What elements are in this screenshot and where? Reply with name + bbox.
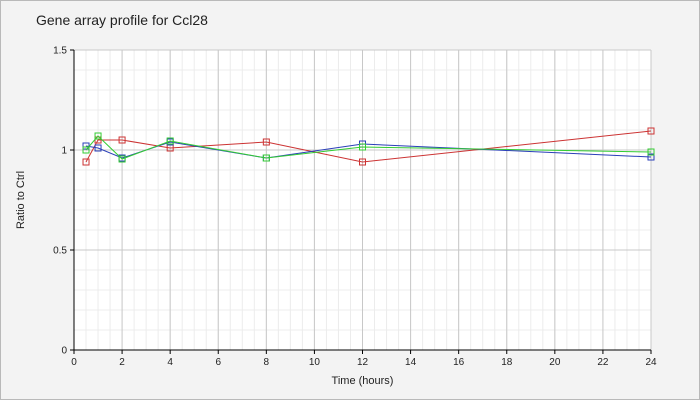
data-point	[262, 154, 270, 162]
data-point	[94, 132, 102, 140]
data-point	[94, 144, 102, 152]
data-point	[647, 153, 655, 161]
x-axis-title: Time (hours)	[332, 375, 394, 387]
series-3	[82, 132, 655, 163]
series-line	[85, 135, 652, 160]
data-point	[118, 136, 126, 144]
y-tick-label: 1.5	[53, 46, 67, 57]
data-point	[359, 158, 366, 166]
axes	[70, 49, 652, 354]
data-point	[647, 148, 655, 156]
x-tick-label: 6	[215, 357, 221, 368]
data-point	[647, 127, 655, 135]
x-tick-label: 14	[405, 357, 417, 368]
x-tick-label: 20	[549, 357, 561, 368]
chart-title: Gene array profile for Ccl28	[36, 12, 208, 28]
x-tick-label: 12	[357, 357, 369, 368]
x-tick-label: 4	[167, 357, 173, 368]
x-tick-label: 24	[645, 357, 657, 368]
data-point	[82, 146, 90, 154]
x-tick-label: 16	[453, 357, 465, 368]
series-1	[82, 127, 655, 166]
series-line	[85, 130, 652, 163]
data-point	[262, 138, 270, 146]
x-tick-label: 0	[71, 357, 77, 368]
x-tick-label: 18	[501, 357, 513, 368]
x-tick-label: 22	[597, 357, 609, 368]
x-tick-label: 10	[309, 357, 321, 368]
x-tick-label: 2	[119, 357, 125, 368]
data-point	[82, 158, 90, 166]
data-point	[359, 143, 366, 151]
data-point	[118, 155, 126, 163]
y-tick-label: 0	[61, 346, 67, 357]
y-tick-label: 0.5	[53, 246, 67, 257]
data-point	[166, 137, 174, 145]
y-axis-title: Ratio to Ctrl	[15, 171, 27, 229]
y-tick-label: 1	[61, 146, 67, 157]
x-tick-label: 8	[264, 357, 270, 368]
series-layer	[82, 127, 655, 166]
